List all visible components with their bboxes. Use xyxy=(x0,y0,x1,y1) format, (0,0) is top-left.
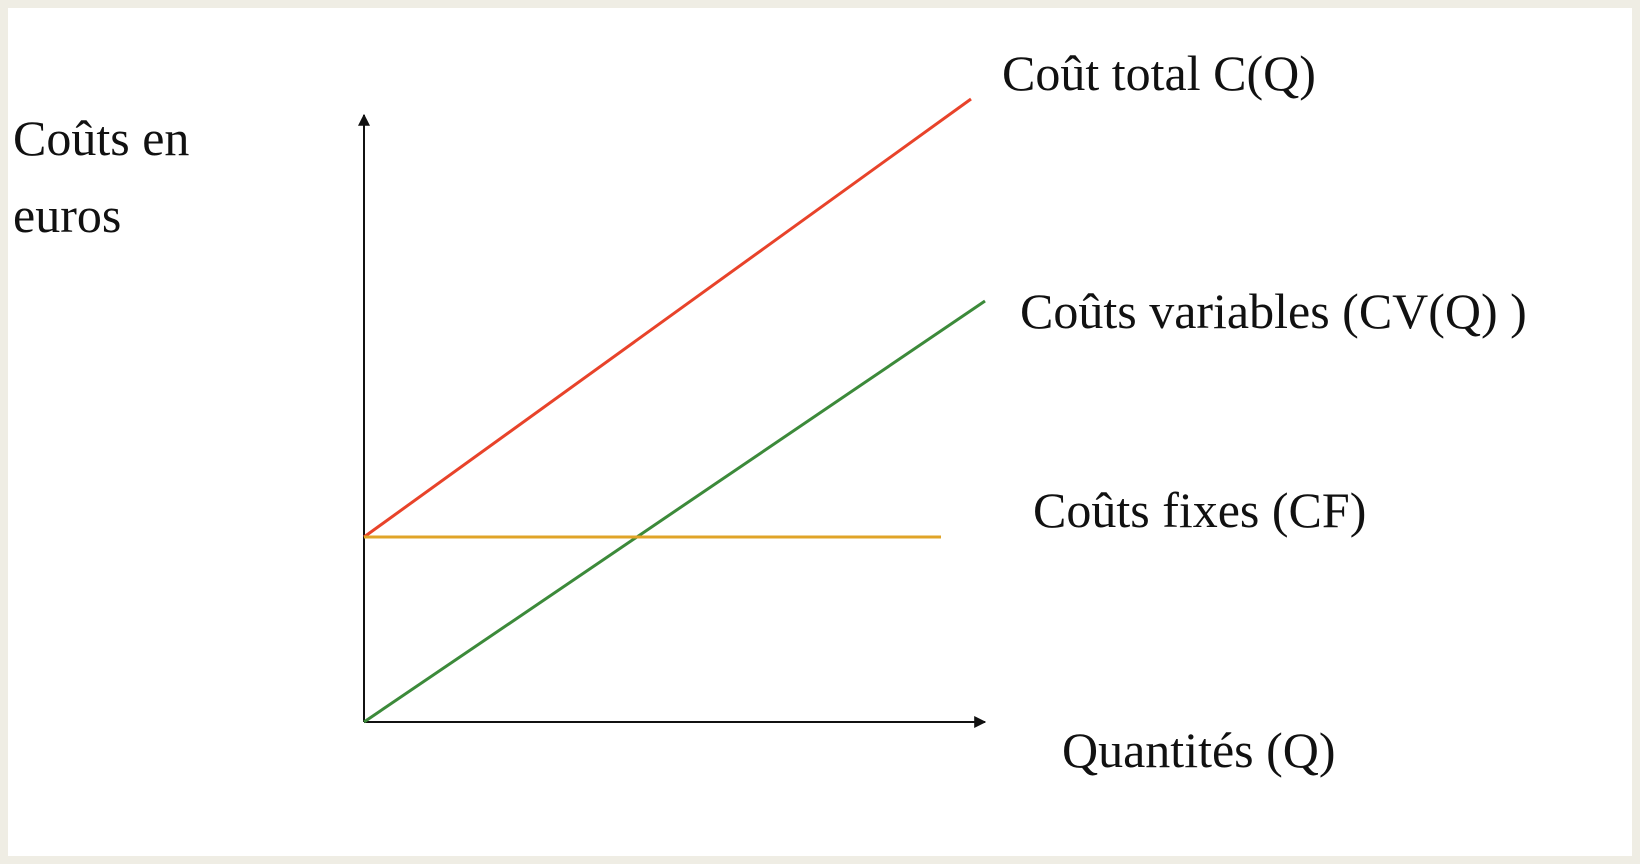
curve-label: Coûts fixes (CF) xyxy=(1033,482,1366,538)
total-cost-line xyxy=(363,97,972,539)
curve-label: Coût total C(Q) xyxy=(1002,45,1316,101)
variable-cost-line xyxy=(363,299,986,724)
curve-label: Coûts variables (CV(Q) ) xyxy=(1020,283,1527,339)
y-axis-label: euros xyxy=(13,187,121,243)
x-axis-label: Quantités (Q) xyxy=(1062,722,1336,778)
panel xyxy=(8,8,1632,856)
y-axis-label: Coûts en xyxy=(13,110,189,166)
